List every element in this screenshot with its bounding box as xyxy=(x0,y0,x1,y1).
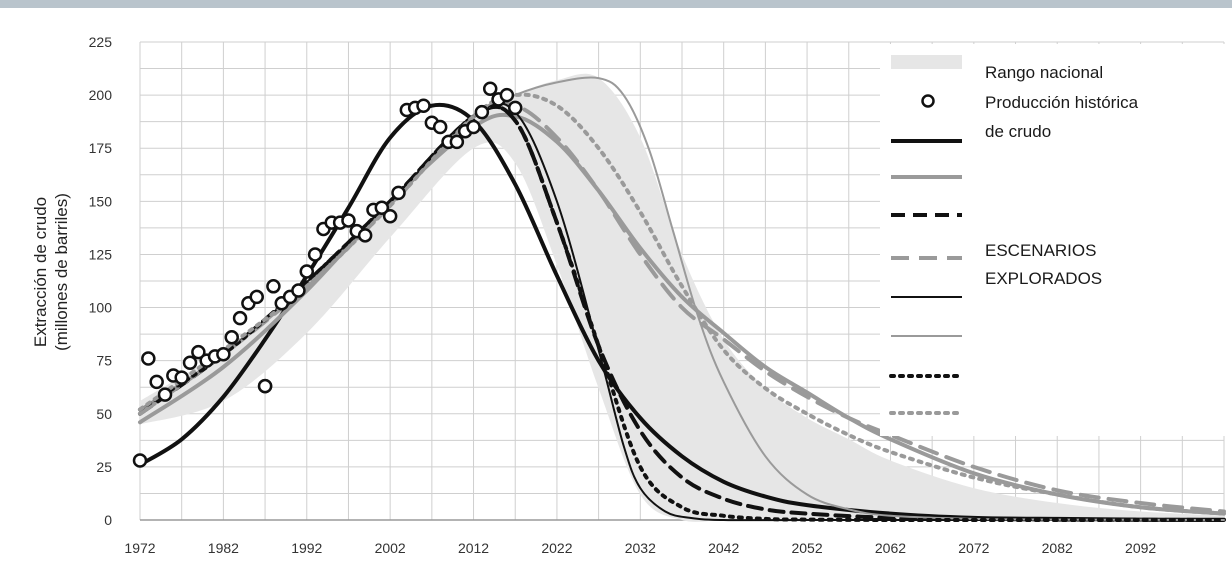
historical-point xyxy=(341,213,356,228)
historical-point xyxy=(449,134,465,150)
y-tick-label: 25 xyxy=(96,459,112,475)
y-tick-label: 50 xyxy=(96,406,112,422)
historical-point xyxy=(482,81,498,96)
historical-point xyxy=(507,100,523,116)
legend-historical-label-line1: Producción histórica xyxy=(985,93,1139,112)
historical-point xyxy=(191,344,206,360)
historical-point xyxy=(307,247,323,262)
historical-point xyxy=(466,119,481,135)
legend-scenarios-label-line1: ESCENARIOS xyxy=(985,241,1096,260)
y-tick-label: 175 xyxy=(89,140,113,156)
x-tick-label: 2052 xyxy=(791,540,822,556)
historical-point xyxy=(382,208,398,224)
x-tick-label: 1992 xyxy=(291,540,322,556)
x-tick-label: 2062 xyxy=(875,540,906,556)
historical-point xyxy=(357,228,373,243)
x-tick-label: 2072 xyxy=(958,540,989,556)
x-tick-label: 2092 xyxy=(1125,540,1156,556)
y-tick-label: 75 xyxy=(96,353,112,369)
y-tick-label: 0 xyxy=(104,512,112,528)
historical-point xyxy=(182,355,198,371)
legend-historical-marker xyxy=(921,94,935,108)
historical-point xyxy=(257,378,273,394)
y-tick-label: 100 xyxy=(89,300,113,316)
y-axis-label-line1: Extracción de crudo xyxy=(31,197,50,347)
historical-point xyxy=(391,185,406,201)
historical-point xyxy=(174,370,189,385)
x-tick-label: 1982 xyxy=(208,540,239,556)
historical-point xyxy=(224,330,239,345)
historical-point xyxy=(299,264,315,279)
historical-point xyxy=(149,374,164,390)
legend-historical-label-line2: de crudo xyxy=(985,122,1051,141)
historical-point xyxy=(432,119,448,135)
legend: Rango nacional Producción histórica de c… xyxy=(880,44,1232,436)
historical-point xyxy=(216,347,231,362)
x-tick-label: 2022 xyxy=(541,540,572,556)
y-tick-label: 225 xyxy=(89,34,113,50)
historical-point xyxy=(416,98,431,113)
x-tick-label: 2002 xyxy=(375,540,406,556)
y-tick-label: 125 xyxy=(89,246,113,262)
historical-point xyxy=(266,279,281,294)
legend-range-label: Rango nacional xyxy=(985,63,1103,82)
legend-range-swatch xyxy=(891,55,962,69)
axis-labels: 1972 1982 1992 2002 2012 2022 2032 2042 2052 2062… xyxy=(89,34,1157,556)
legend-scenarios-label-line2: EXPLORADOS xyxy=(985,269,1102,288)
y-tick-label: 200 xyxy=(89,87,113,103)
y-tick-label: 150 xyxy=(89,193,113,209)
historical-point xyxy=(132,453,148,468)
x-tick-label: 2012 xyxy=(458,540,489,556)
historical-point xyxy=(374,200,390,215)
historical-point xyxy=(249,289,264,305)
historical-point xyxy=(474,104,490,120)
historical-points-layer xyxy=(132,81,523,468)
historical-point xyxy=(157,387,173,402)
top-rule xyxy=(0,0,1232,8)
historical-point xyxy=(499,87,515,103)
x-tick-label: 2082 xyxy=(1042,540,1073,556)
historical-point xyxy=(232,310,248,326)
x-tick-label: 1972 xyxy=(124,540,155,556)
x-tick-label: 2032 xyxy=(625,540,656,556)
y-axis-label-line2: (millones de barriles) xyxy=(52,193,71,351)
x-tick-label: 2042 xyxy=(708,540,739,556)
legend-background xyxy=(880,44,1232,436)
historical-point xyxy=(291,283,306,298)
historical-point xyxy=(141,351,156,366)
